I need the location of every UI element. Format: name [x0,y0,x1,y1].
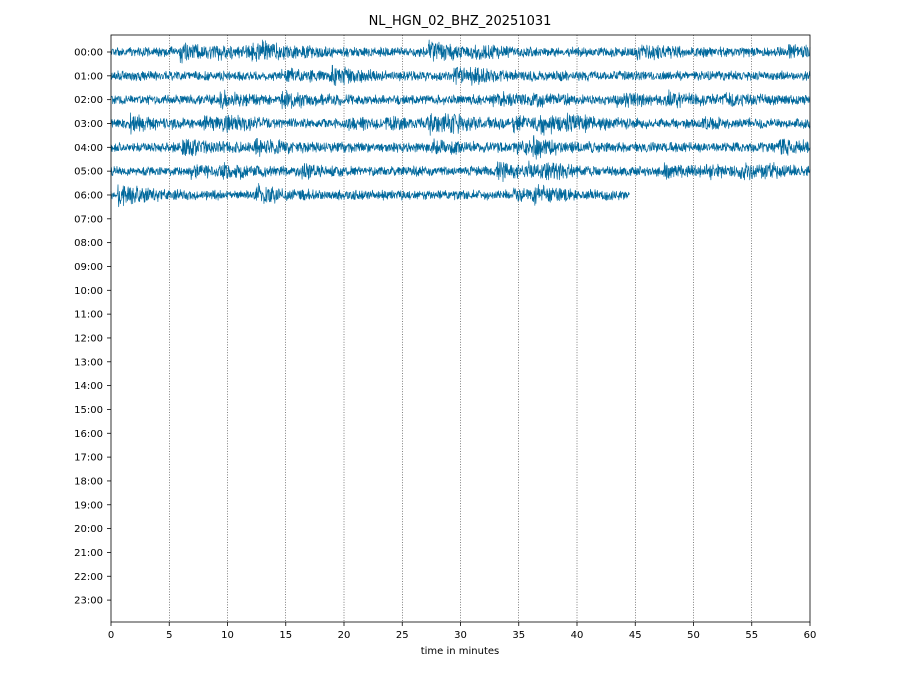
y-tick-label: 20:00 [74,524,103,535]
trace-row-0400 [110,134,811,160]
x-tick-label: 20 [338,630,351,641]
x-tick-label: 15 [279,630,292,641]
y-tick-label: 02:00 [74,95,103,106]
x-axis-label: time in minutes [421,646,500,657]
trace-layer [110,39,811,208]
y-tick-label: 06:00 [74,190,103,201]
y-tick-label: 16:00 [74,429,103,440]
y-tick-label: 22:00 [74,572,103,583]
trace-row-0300 [110,112,811,136]
trace-row-0200 [110,89,811,110]
y-tick-label: 07:00 [74,214,103,225]
y-tick-label: 19:00 [74,500,103,511]
x-tick-label: 35 [512,630,525,641]
x-tick-label: 5 [166,630,172,641]
y-tick-label: 01:00 [74,71,103,82]
y-tick-label: 04:00 [74,143,103,154]
chart-title: NL_HGN_02_BHZ_20251031 [369,14,552,29]
x-tick-label: 55 [745,630,758,641]
x-tick-label: 45 [629,630,642,641]
x-tick-label: 10 [221,630,234,641]
y-tick-label: 11:00 [74,310,103,321]
trace-row-0100 [110,64,811,87]
trace-row-0600 [110,183,630,208]
y-tick-label: 14:00 [74,381,103,392]
y-tick-label: 00:00 [74,48,103,59]
y-tick-label: 23:00 [74,596,103,607]
x-tick-label: 60 [804,630,817,641]
trace-row-0500 [110,160,811,183]
x-tick-label: 40 [571,630,584,641]
y-tick-label: 18:00 [74,476,103,487]
y-tick-label: 10:00 [74,286,103,297]
y-tick-label: 21:00 [74,548,103,559]
x-tick-label: 0 [108,630,114,641]
y-tick-label: 05:00 [74,167,103,178]
grid-layer [169,35,752,622]
y-tick-label: 12:00 [74,333,103,344]
y-tick-label: 03:00 [74,119,103,130]
x-ticks: 0 5 10 15 20 25 30 35 40 45 50 55 60 [108,622,817,641]
y-ticks: 00:00 01:00 02:00 03:00 04:00 05:00 06:00 07:00… [74,48,111,607]
y-tick-label: 17:00 [74,453,103,464]
trace-row-0000 [110,39,811,64]
y-tick-label: 15:00 [74,405,103,416]
x-tick-label: 30 [454,630,467,641]
x-tick-label: 25 [396,630,409,641]
y-tick-label: 09:00 [74,262,103,273]
y-tick-label: 08:00 [74,238,103,249]
x-tick-label: 50 [687,630,700,641]
y-tick-label: 13:00 [74,357,103,368]
